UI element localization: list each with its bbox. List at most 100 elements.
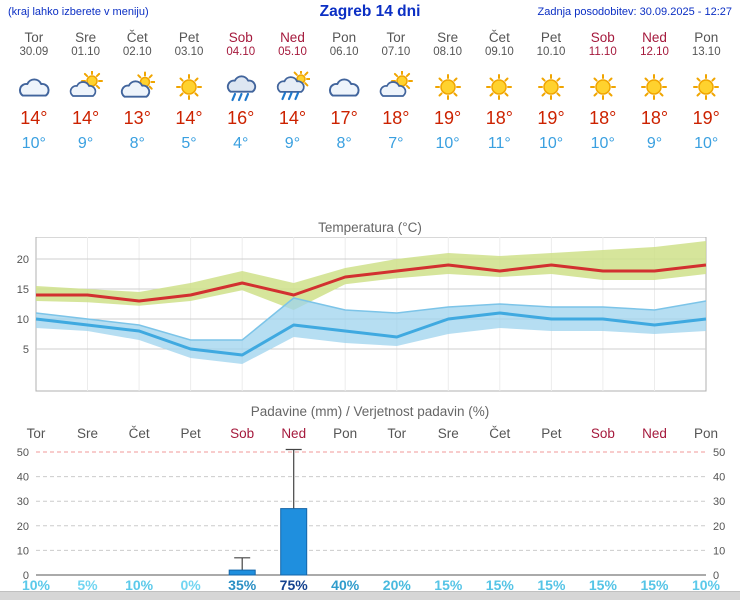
precip-probability: 40%: [331, 577, 360, 593]
mostly-cloudy-icon: [111, 71, 163, 105]
day-min-temp: 8°: [336, 135, 352, 152]
precip-axis-label-right: 40: [713, 472, 725, 484]
rain-icon: [215, 71, 267, 105]
partly-cloudy-icon: [60, 71, 112, 105]
precip-probability: 35%: [228, 577, 257, 593]
precip-day-label: Tor: [387, 426, 406, 441]
day-column[interactable]: Pet 10.10 19° 10°: [525, 30, 577, 153]
day-date: 08.10: [433, 46, 462, 58]
day-column[interactable]: Čet 02.10 13° 8°: [111, 30, 163, 153]
day-min-temp: 4°: [233, 135, 249, 152]
precip-day-label: Sob: [230, 426, 254, 441]
cloudy-icon: [318, 71, 370, 105]
day-min-temp: 7°: [388, 135, 404, 152]
day-column[interactable]: Ned 12.10 18° 9°: [629, 30, 681, 153]
day-column[interactable]: Sre 01.10 14° 9°: [60, 30, 112, 153]
precip-chart-svg: Tor Sre Čet Pet Sob Ned Pon Tor Sre Čet Pet Sob Ned P…: [17, 426, 726, 593]
precip-axis-label-right: 0: [713, 570, 719, 582]
day-max-temp: 19°: [692, 108, 720, 128]
day-name: Ned: [642, 30, 667, 45]
precip-chart-title: Padavine (mm) / Verjetnost padavin (%): [250, 404, 490, 419]
day-date: 02.10: [122, 46, 152, 58]
precip-probability: 0%: [180, 577, 201, 593]
precip-probability: 10%: [125, 577, 154, 593]
day-min-temp: 10°: [21, 135, 46, 152]
day-column[interactable]: Pon 13.10 19° 10°: [680, 30, 732, 153]
precip-day-label: Pet: [541, 426, 562, 441]
day-name: Pon: [694, 30, 719, 45]
partly-cloudy-icon: [370, 71, 422, 105]
temp-chart-title: Temperatura (°C): [318, 220, 422, 235]
day-name: Tor: [24, 30, 44, 45]
temp-max-line: [36, 263, 707, 303]
horizontal-scrollbar[interactable]: [0, 591, 740, 600]
day-min-temp: 5°: [181, 135, 197, 152]
precip-probability: 15%: [537, 577, 566, 593]
day-strip: Tor 30.09 14° 10° Sre 01.10 14° 9° Čet 02.10 13° 8°…: [8, 30, 732, 153]
day-max-temp: 18°: [382, 108, 410, 128]
sunny-icon: [629, 71, 681, 105]
last-update-timestamp: Zadnja posodobitev: 30.09.2025 - 12:27: [537, 6, 732, 18]
day-name: Pet: [178, 30, 200, 45]
precip-axis-label-right: 10: [713, 545, 725, 557]
day-column[interactable]: Pon 06.10 17° 8°: [318, 30, 370, 153]
precip-day-label: Pon: [694, 426, 718, 441]
day-min-temp: 10°: [435, 135, 460, 152]
day-date: 13.10: [691, 46, 721, 58]
day-min-temp: 9°: [646, 135, 663, 152]
day-column[interactable]: Tor 30.09 14° 10°: [8, 30, 60, 153]
day-min-temp: 10°: [538, 135, 564, 152]
day-max-temp: 18°: [485, 108, 513, 128]
day-date: 05.10: [278, 46, 307, 58]
day-min-temp: 9°: [284, 135, 301, 152]
precip-axis-label-right: 20: [713, 521, 725, 533]
precip-probability: 5%: [77, 577, 98, 593]
precip-axis-label-left: 40: [17, 472, 29, 484]
page-title: Zagreb 14 dni: [319, 3, 421, 20]
day-column[interactable]: Sre 08.10 19° 10°: [422, 30, 474, 153]
day-name: Sre: [75, 30, 97, 45]
day-column[interactable]: Sob 11.10 18° 10°: [577, 30, 629, 153]
day-date: 12.10: [640, 46, 669, 58]
precip-day-label: Sob: [591, 426, 615, 441]
day-column[interactable]: Ned 05.10 14° 9°: [267, 30, 319, 153]
temp-chart-svg: 5 10 15 20: [17, 237, 707, 392]
day-date: 30.09: [19, 46, 49, 58]
day-max-temp: 18°: [589, 108, 617, 128]
precip-probability: 10%: [692, 577, 721, 593]
precip-day-label: Sre: [438, 426, 459, 441]
day-min-temp: 10°: [694, 135, 719, 152]
temp-min-band-edge: [35, 297, 707, 341]
day-max-temp: 14°: [175, 108, 203, 128]
temp-axis-label: 20: [17, 254, 29, 266]
day-name: Sre: [437, 30, 459, 45]
precip-axis-label-left: 50: [17, 447, 29, 459]
temp-min-line: [35, 311, 707, 357]
sunny-icon: [525, 71, 577, 105]
day-max-temp: 14°: [71, 108, 100, 128]
day-name: Sob: [228, 30, 253, 45]
precip-probability: 20%: [383, 577, 412, 593]
day-name: Tor: [386, 30, 406, 45]
day-column[interactable]: Čet 09.10 18° 11°: [473, 30, 525, 153]
temp-axis-label: 10: [17, 314, 29, 326]
day-column[interactable]: Tor 07.10 18° 7°: [370, 30, 422, 153]
day-min-temp: 8°: [129, 135, 145, 152]
precip-axis-label-right: 30: [713, 496, 725, 508]
day-date: 04.10: [226, 46, 256, 58]
sunny-icon: [577, 71, 629, 105]
day-column[interactable]: Sob 04.10 16° 4°: [215, 30, 267, 153]
cloudy-icon: [8, 71, 60, 105]
rain-sun-icon: [267, 71, 319, 105]
day-max-temp: 18°: [640, 108, 669, 128]
location-menu-note: (kraj lahko izberete v meniju): [8, 6, 149, 18]
temp-min-range-band: [36, 298, 706, 364]
day-min-temp: 10°: [590, 135, 615, 152]
precip-axis-label-left: 0: [23, 570, 29, 582]
precip-day-label: Sre: [77, 426, 98, 441]
day-column[interactable]: Pet 03.10 14° 5°: [163, 30, 215, 153]
precip-probability: 15%: [589, 577, 618, 593]
precip-probability: 15%: [434, 577, 463, 593]
day-date: 09.10: [484, 46, 514, 58]
day-min-temp: 9°: [77, 135, 94, 152]
